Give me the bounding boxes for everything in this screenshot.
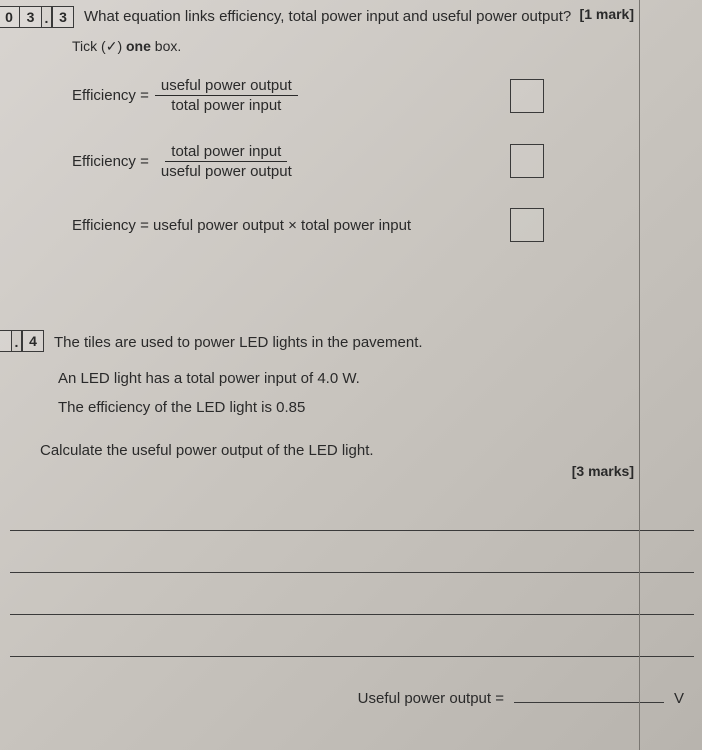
qnum-digit: 3 [20,6,42,28]
numerator: total power input [165,143,287,162]
final-blank[interactable] [514,685,664,703]
answer-line-2[interactable] [10,539,694,573]
question-1: 0 3 . 3 What equation links efficiency, … [0,0,702,242]
eq-label: Efficiency = [72,153,149,170]
answer-line-1[interactable] [10,497,694,531]
q2-number: . 4 [0,330,44,352]
tick-mid: ) [117,38,126,54]
q2-marks: [3 marks] [572,463,634,479]
q1-marks: [1 mark] [580,6,634,22]
q2-calc: Calculate the useful power output of the… [40,442,634,459]
qnum-digit: 3 [52,6,74,28]
option-1: Efficiency = useful power output total p… [72,77,634,115]
exam-page: 0 3 . 3 What equation links efficiency, … [0,0,702,750]
question-2: . 4 The tiles are used to power LED ligh… [0,330,702,707]
qnum-dot: . [12,330,22,352]
margin-rule [639,0,640,750]
checkbox-1[interactable] [510,79,544,113]
qnum-digit: 0 [0,6,20,28]
qnum-digit [0,330,12,352]
final-unit: V [674,690,684,707]
final-answer-row: Useful power output = V [0,685,694,707]
answer-line-4[interactable] [10,623,694,657]
denominator: total power input [165,96,287,114]
q2-line-2: An LED light has a total power input of … [58,370,634,387]
q2-line-3: The efficiency of the LED light is 0.85 [58,399,634,416]
fraction: total power input useful power output [155,143,298,181]
qnum-digit: 4 [22,330,44,352]
final-label: Useful power output = [358,690,504,707]
eq-label: Efficiency = [72,87,149,104]
option-2: Efficiency = total power input useful po… [72,143,634,181]
tick-bold: one [126,38,151,54]
tick-symbol: ✓ [106,38,118,54]
numerator: useful power output [155,77,298,96]
option-3: Efficiency = useful power output × total… [72,208,634,242]
q1-text: What equation links efficiency, total po… [84,6,572,25]
q1-number: 0 3 . 3 [0,6,74,28]
checkbox-2[interactable] [510,144,544,178]
qnum-dot: . [42,6,52,28]
tick-prefix: Tick ( [72,38,106,54]
denominator: useful power output [155,162,298,180]
eq-inline: Efficiency = useful power output × total… [72,217,411,234]
checkbox-3[interactable] [510,208,544,242]
fraction: useful power output total power input [155,77,298,115]
tick-instruction: Tick (✓) one box. [72,38,634,55]
tick-suffix: box. [151,38,181,54]
q2-line-1: The tiles are used to power LED lights i… [54,332,634,351]
answer-line-3[interactable] [10,581,694,615]
